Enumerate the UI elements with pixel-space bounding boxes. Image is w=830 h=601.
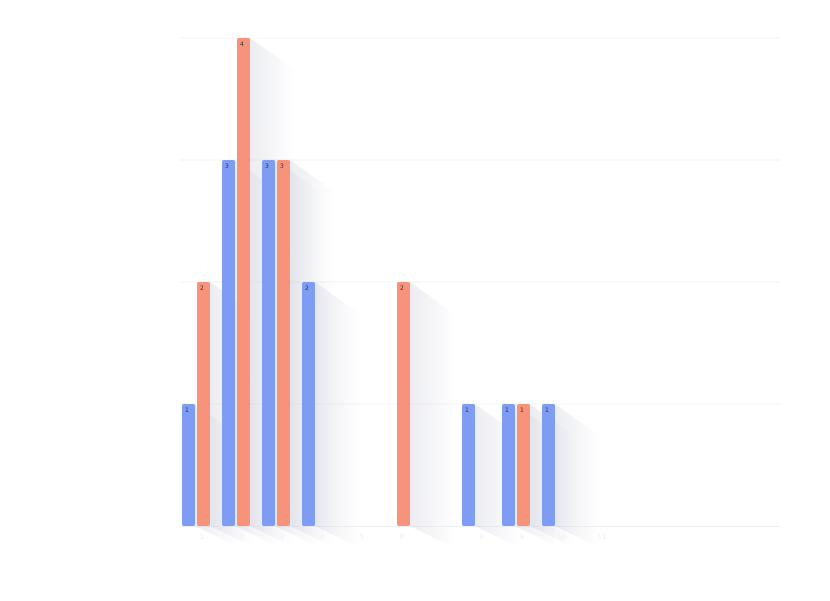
bar-blue: [462, 404, 475, 526]
bar-orange: [197, 282, 210, 526]
bar-blue: [222, 160, 235, 526]
bar-shadow: [410, 282, 455, 548]
bar-blue: [262, 160, 275, 526]
x-tick-label: 3: [280, 533, 284, 541]
bar-value-label: 3: [225, 163, 229, 170]
bar-blue: [182, 404, 195, 526]
bar-value-label: 2: [400, 285, 404, 292]
x-tick-label: 4: [320, 533, 325, 541]
bar-value-label: 1: [185, 407, 189, 414]
bar-value-label: 1: [505, 407, 509, 414]
bar-orange: [277, 160, 290, 526]
x-tick-label: 11: [598, 533, 607, 541]
x-tick-label: 2: [240, 533, 244, 541]
x-tick-label: 6: [400, 533, 405, 541]
bar-value-labels: 13321111243211: [185, 41, 549, 414]
bar-orange: [237, 38, 250, 526]
x-tick-label: 10: [558, 533, 567, 541]
x-tick-label: 8: [480, 533, 484, 541]
x-tick-label: 1: [200, 533, 204, 541]
bar-value-label: 4: [240, 41, 244, 48]
bar-value-label: 1: [520, 407, 524, 414]
bar-value-label: 1: [465, 407, 469, 414]
bar-blue: [502, 404, 515, 526]
bar-value-label: 2: [200, 285, 204, 292]
bar-value-label: 2: [305, 285, 309, 292]
x-tick-label: 5: [360, 533, 364, 541]
bar-orange: [397, 282, 410, 526]
bar-value-label: 3: [280, 163, 284, 170]
x-axis-tick-labels: 1234568910111721: [200, 533, 607, 541]
bar-blue: [542, 404, 555, 526]
bar-orange: [517, 404, 530, 526]
x-tick-label: 9: [520, 533, 524, 541]
bar-blue: [302, 282, 315, 526]
bars: [182, 38, 555, 526]
bar-value-label: 1: [545, 407, 549, 414]
bar-value-label: 3: [265, 163, 269, 170]
